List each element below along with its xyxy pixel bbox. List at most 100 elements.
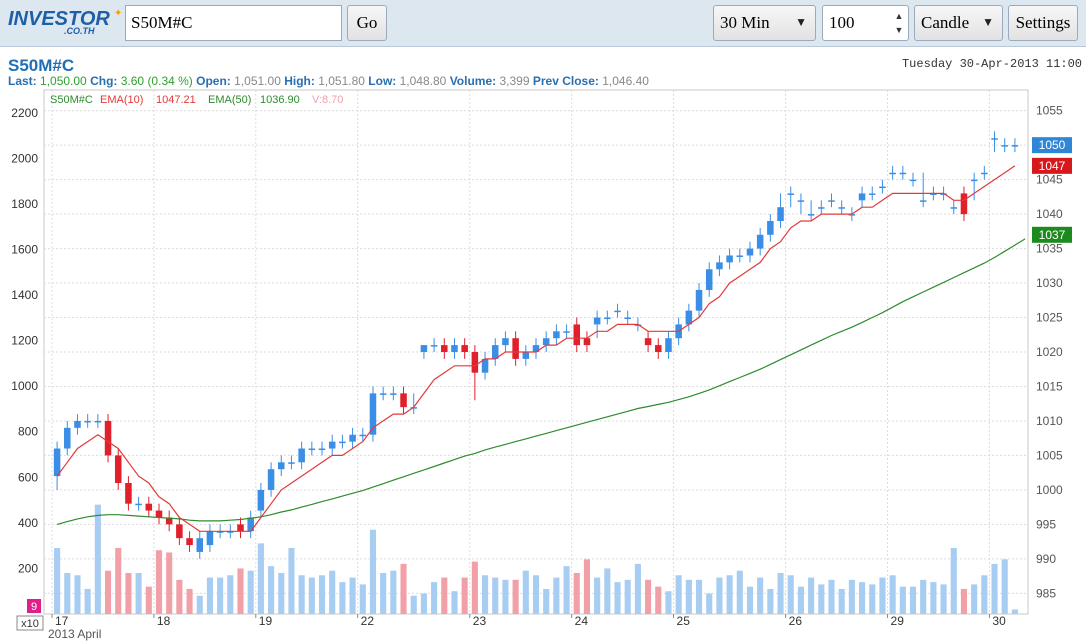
- volume-bar: [431, 582, 438, 614]
- volume-tick-label: 200: [18, 561, 38, 575]
- candle-body: [665, 338, 672, 352]
- interval-select[interactable]: 30 Min ▼: [713, 5, 816, 41]
- price-tick-label: 1030: [1036, 276, 1063, 290]
- volume-bar: [196, 595, 203, 614]
- volume-bar: [54, 547, 61, 614]
- volume-bar: [410, 595, 417, 614]
- volume-bar: [329, 570, 336, 614]
- candle-body: [848, 214, 856, 216]
- candle-body: [736, 255, 744, 257]
- candle-body: [889, 172, 896, 175]
- volume-bar: [645, 579, 652, 614]
- volume-bar: [971, 584, 978, 614]
- volume-bar: [818, 584, 825, 614]
- volume-bar: [594, 577, 601, 614]
- volume-bar: [726, 575, 733, 614]
- price-tick-label: 1045: [1036, 173, 1063, 187]
- volume-bar: [104, 570, 112, 614]
- volume-multiplier-box: [16, 615, 44, 631]
- candle-body: [960, 193, 968, 215]
- quote-stats: Last: 1,050.00 Chg: 3.60 (0.34 %) Open: …: [8, 74, 649, 88]
- last-value-tag-label: 1050: [1039, 138, 1066, 152]
- price-tick-label: 1000: [1036, 483, 1063, 497]
- volume-bar: [481, 575, 489, 614]
- bars-count-input[interactable]: 100 ▲ ▼: [822, 5, 909, 41]
- volume-tick-label: 600: [18, 470, 38, 484]
- volume-bar: [583, 559, 591, 614]
- candle-body: [818, 207, 825, 209]
- legend: S50M#C EMA(10) 1047.21 EMA(50) 1036.90 V…: [50, 94, 343, 106]
- candle-body: [777, 207, 784, 221]
- last-value-tags: 1050 1047 1037: [1032, 137, 1072, 243]
- volume-bar: [237, 568, 244, 614]
- candle-body: [614, 310, 621, 313]
- candle-body: [1001, 145, 1008, 147]
- price-chart[interactable]: 2200 2000 1800 1600 1400 1200 1000 800 600 400 200…: [0, 88, 1086, 643]
- volume-bar: [166, 552, 173, 614]
- volume-bar: [634, 563, 641, 614]
- chevron-down-icon: ▼: [795, 15, 807, 29]
- volume-bar: [787, 575, 794, 614]
- volume-bar: [278, 572, 285, 614]
- volume-bar: [563, 566, 570, 614]
- candle-body: [553, 331, 560, 339]
- candle-body: [471, 352, 479, 373]
- volume-bar: [624, 579, 631, 614]
- volume-tick-label: 1800: [11, 197, 38, 211]
- price-tick-label: 990: [1036, 552, 1056, 566]
- candle-body: [502, 338, 509, 346]
- candle-body: [451, 345, 458, 352]
- candle-body: [104, 420, 112, 456]
- volume-bar: [685, 579, 692, 614]
- go-button[interactable]: Go: [347, 5, 387, 41]
- candle-body: [257, 489, 265, 511]
- settings-button[interactable]: Settings: [1008, 5, 1078, 41]
- candle-body: [155, 510, 163, 518]
- volume-bar: [400, 563, 407, 614]
- volume-bar: [879, 577, 886, 614]
- price-tick-label: 1040: [1036, 207, 1063, 221]
- logo-spark-icon: ✦: [114, 8, 123, 19]
- volume-multiplier: x10: [21, 618, 39, 630]
- volume-bar: [125, 572, 132, 614]
- volume-bar: [889, 575, 896, 614]
- price-tick-label: 1010: [1036, 414, 1063, 428]
- investor-logo[interactable]: INVESTOR .CO.TH ✦: [6, 6, 122, 40]
- volume-bar: [502, 579, 509, 614]
- candle-body: [716, 262, 723, 270]
- candle-body: [685, 310, 693, 325]
- candle-body: [655, 345, 662, 352]
- volume-bar: [94, 504, 101, 614]
- price-tick-label: 1035: [1036, 242, 1063, 256]
- volume-bar: [573, 572, 580, 614]
- volume-bar: [155, 550, 163, 614]
- volume-bar: [380, 572, 387, 614]
- volume-bar: [512, 579, 519, 614]
- volume-bar: [838, 588, 845, 614]
- volume-bar: [227, 575, 234, 614]
- x-tick-label: 23: [473, 614, 487, 628]
- volume-tick-label: 2000: [11, 151, 38, 165]
- last-value-tag: [1032, 226, 1072, 243]
- symbol-input[interactable]: [125, 5, 342, 41]
- candle-body: [787, 193, 794, 195]
- volume-bar: [522, 570, 529, 614]
- candle-body: [74, 420, 81, 428]
- volume-bar: [757, 577, 764, 614]
- volume-bar: [859, 582, 866, 614]
- chart-type-select[interactable]: Candle ▼: [914, 5, 1003, 41]
- price-tick-label: 1005: [1036, 448, 1063, 462]
- spinner-arrows-icon[interactable]: ▲ ▼: [894, 11, 904, 35]
- last-value-tag-label: 1037: [1039, 228, 1066, 242]
- volume-bar: [920, 579, 927, 614]
- volume-bar: [614, 582, 621, 614]
- low-value: 1,048.80: [399, 74, 447, 88]
- candle-body: [644, 338, 652, 346]
- candles: [53, 131, 1019, 559]
- candle-body: [196, 538, 204, 552]
- volume-bar: [940, 584, 947, 614]
- candle-body: [563, 331, 570, 333]
- volume-bar: [746, 586, 754, 614]
- volume-bar: [909, 586, 917, 614]
- volume-bar: [1011, 609, 1018, 614]
